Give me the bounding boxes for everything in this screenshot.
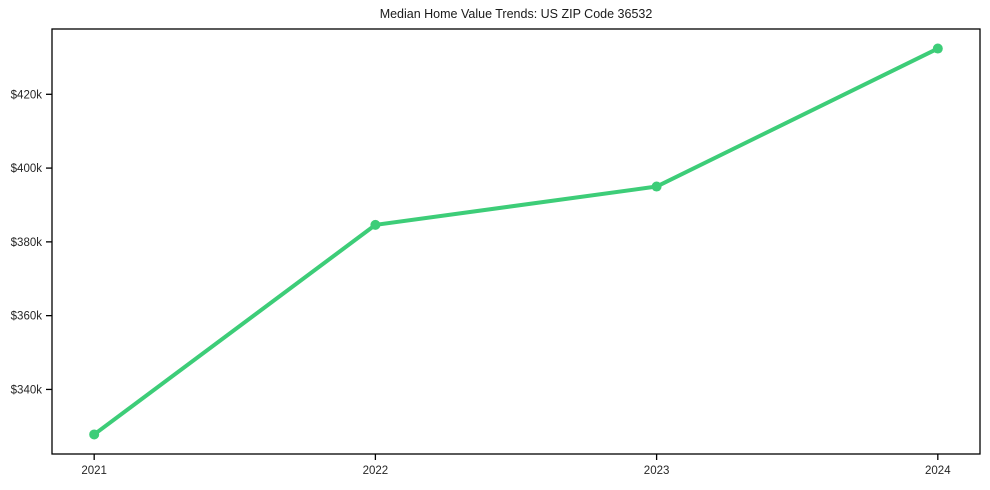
y-tick-label: $380k [11, 237, 43, 249]
trend-line [92, 46, 940, 437]
x-tick-label: 2021 [81, 465, 107, 477]
y-tick-label: $360k [11, 311, 43, 323]
chart-title: Median Home Value Trends: US ZIP Code 36… [379, 7, 653, 21]
data-point-marker [370, 219, 381, 230]
y-tick-label: $340k [11, 384, 43, 396]
x-tick-label: 2024 [925, 465, 951, 477]
x-tick-label: 2022 [363, 465, 389, 477]
y-tick-label: $400k [11, 163, 43, 175]
data-point-marker [932, 43, 943, 54]
data-point-marker [89, 429, 100, 440]
y-tick-label: $420k [11, 89, 43, 101]
plot-border [51, 28, 981, 455]
data-point-marker [651, 181, 662, 192]
x-tick-label: 2023 [644, 465, 670, 477]
